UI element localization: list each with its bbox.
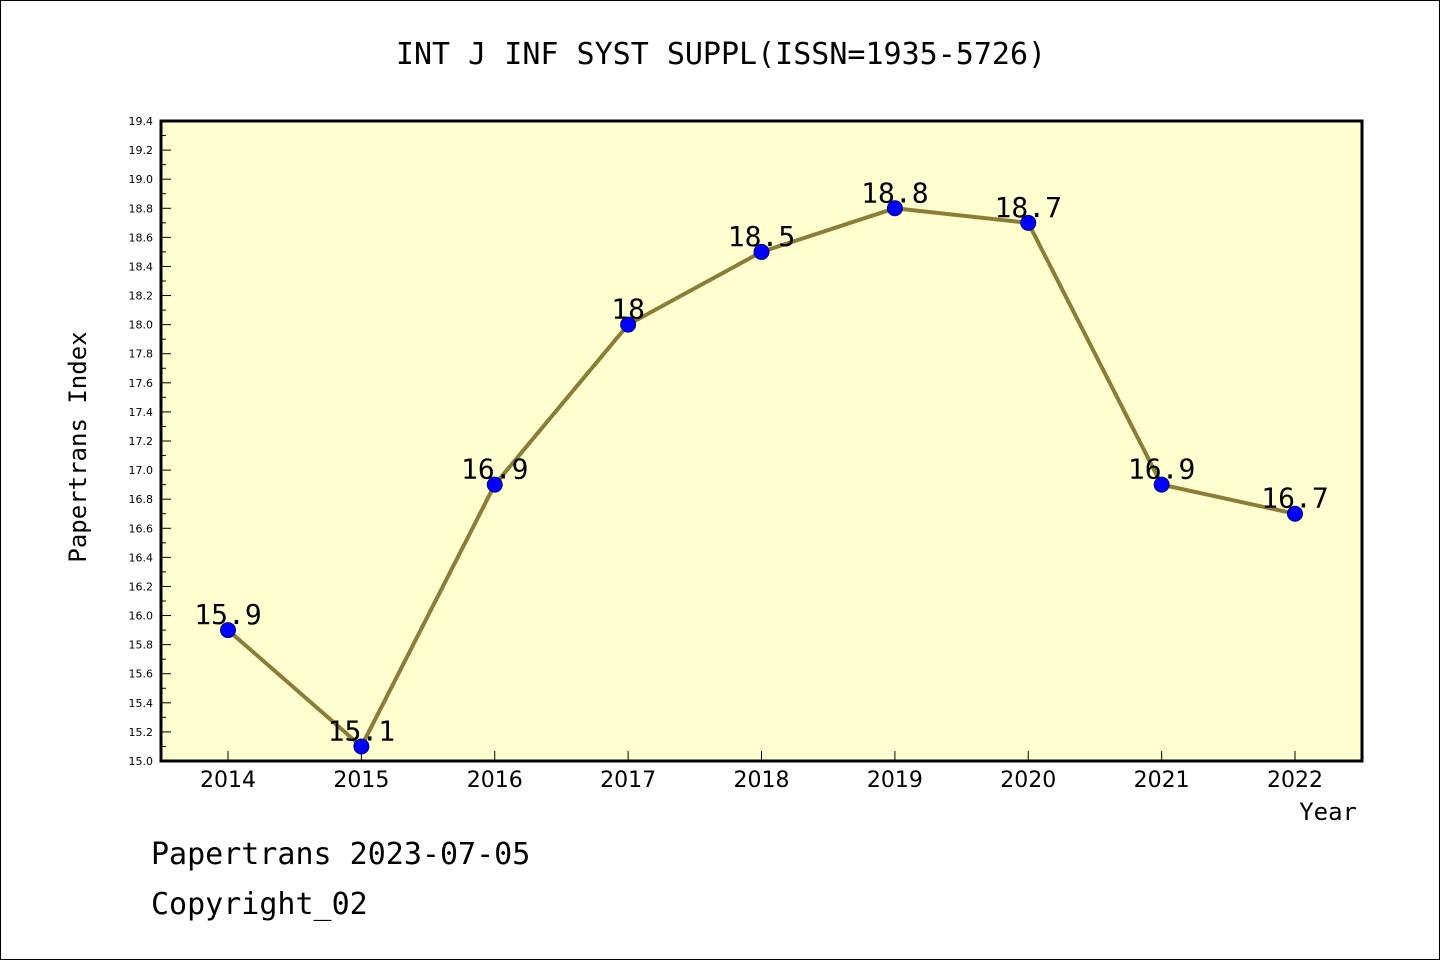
y-tick-label: 17.8 xyxy=(129,348,154,361)
y-tick-label: 18.0 xyxy=(129,319,154,332)
x-tick-label: 2017 xyxy=(600,768,656,793)
data-point xyxy=(220,622,236,639)
data-labels: 15.9 15.1 16.9 18 18.5 18.8 18.7 16.9 16.7 xyxy=(194,176,1328,747)
y-tick-label: 16.0 xyxy=(129,610,154,623)
plot-area xyxy=(161,121,1362,761)
data-label: 15.9 xyxy=(194,598,261,631)
x-tick-label: 2015 xyxy=(333,768,389,793)
y-tick-label: 17.2 xyxy=(129,435,154,448)
footer-date: Papertrans 2023-07-05 xyxy=(151,837,531,872)
data-label: 16.9 xyxy=(461,453,528,486)
x-tick-label: 2020 xyxy=(1000,768,1056,793)
data-points xyxy=(220,200,1303,755)
data-label: 18.5 xyxy=(728,220,795,253)
data-label: 15.1 xyxy=(328,714,395,747)
y-tick-label: 16.2 xyxy=(129,580,154,593)
data-point xyxy=(353,738,370,755)
y-axis: 15.0 15.2 15.4 15.6 15.8 16.0 16.2 16.4 16.6 16.8… xyxy=(129,115,171,768)
y-tick-label: 15.4 xyxy=(129,697,154,710)
chart-title: INT J INF SYST SUPPL(ISSN=1935-5726) xyxy=(395,37,1047,72)
data-label: 18.7 xyxy=(995,191,1062,224)
y-tick-label: 17.0 xyxy=(129,464,154,477)
x-tick-label: 2019 xyxy=(867,768,923,793)
data-label: 16.7 xyxy=(1261,482,1328,515)
footer-copyright: Copyright_02 xyxy=(151,887,368,922)
y-tick-label: 19.4 xyxy=(129,115,154,128)
x-tick-label: 2021 xyxy=(1134,768,1190,793)
x-axis-label: Year xyxy=(1299,798,1357,826)
y-tick-label: 17.6 xyxy=(129,377,154,390)
y-tick-label: 18.8 xyxy=(129,202,154,215)
x-axis: 2014 2015 2016 2017 2018 2019 2020 2021 2022 xyxy=(200,751,1323,793)
y-tick-label: 19.2 xyxy=(129,144,154,157)
x-tick-label: 2014 xyxy=(200,768,256,793)
y-tick-label: 16.8 xyxy=(129,493,154,506)
data-label: 18.8 xyxy=(861,176,928,209)
data-point xyxy=(1020,214,1037,231)
y-tick-label: 15.2 xyxy=(129,726,154,739)
y-tick-label: 17.4 xyxy=(129,406,154,419)
data-point xyxy=(620,316,637,333)
data-point xyxy=(486,476,503,493)
data-point xyxy=(886,200,903,217)
y-tick-label: 15.0 xyxy=(129,755,154,768)
y-tick-label: 16.4 xyxy=(129,551,154,564)
y-tick-label: 15.6 xyxy=(129,668,154,681)
x-tick-label: 2016 xyxy=(467,768,523,793)
x-tick-label: 2022 xyxy=(1267,768,1323,793)
data-label: 16.9 xyxy=(1128,453,1195,486)
y-tick-label: 19.0 xyxy=(129,173,154,186)
data-point xyxy=(1153,476,1170,493)
y-tick-label: 15.8 xyxy=(129,639,154,652)
plot-border xyxy=(159,119,1364,763)
data-point xyxy=(753,243,770,260)
y-tick-label: 18.6 xyxy=(129,231,154,244)
data-label: 18 xyxy=(611,293,645,326)
x-tick-label: 2018 xyxy=(734,768,790,793)
y-tick-label: 18.2 xyxy=(129,290,154,303)
y-tick-label: 18.4 xyxy=(129,260,154,273)
data-point xyxy=(1287,505,1303,522)
y-tick-label: 16.6 xyxy=(129,522,154,535)
